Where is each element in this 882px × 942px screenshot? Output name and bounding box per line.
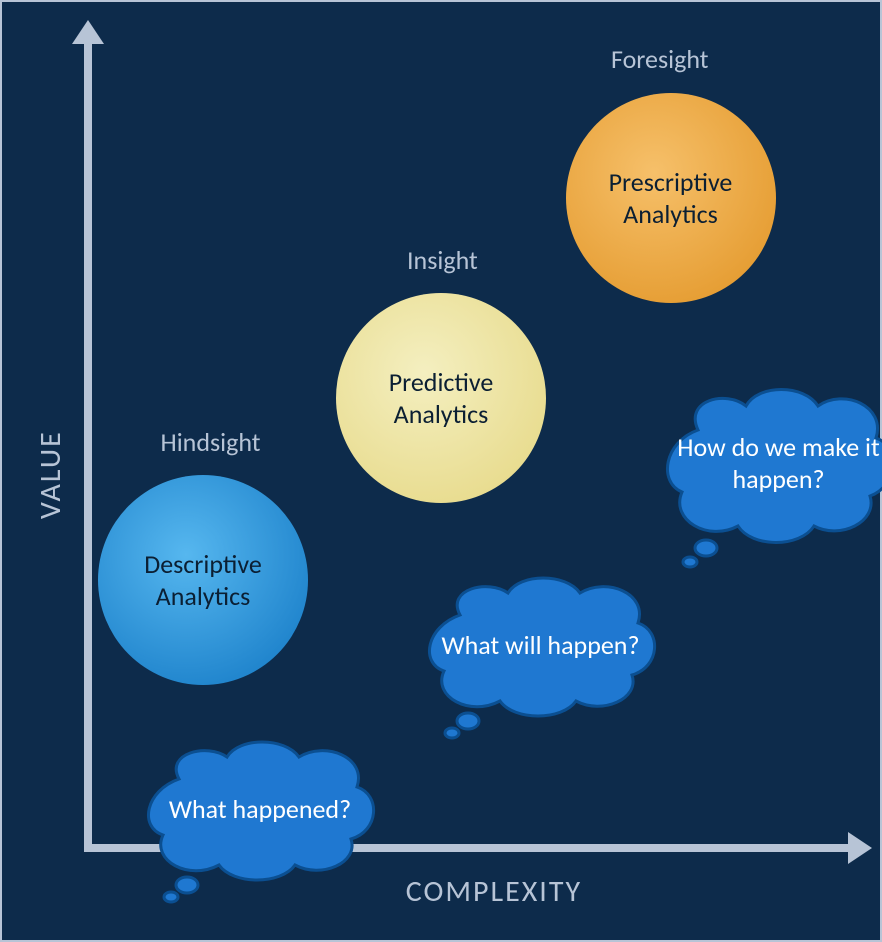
what-happened-cloud: What happened? [135,735,385,905]
what-will-happen-text: What will happen? [436,602,646,690]
how-do-we-make-it-happen-text: How do we make it happen? [674,414,882,513]
y-axis [84,38,92,852]
descriptive-analytics-label: DescriptiveAnalytics [144,548,262,613]
what-happened-text: What happened? [155,765,365,853]
how-do-we-make-it-happen-cloud: How do we make it happen? [654,380,882,570]
hindsight-label: Hindsight [161,426,261,458]
plot-area: VALUE COMPLEXITY Hindsight DescriptiveAn… [16,16,866,926]
descriptive-analytics-circle: DescriptiveAnalytics [98,475,308,685]
foresight-label: Foresight [611,43,708,75]
insight-label: Insight [407,244,478,276]
prescriptive-analytics-label: PrescriptiveAnalytics [609,166,733,231]
diagram-frame: VALUE COMPLEXITY Hindsight DescriptiveAn… [0,0,882,942]
prescriptive-analytics-circle: PrescriptiveAnalytics [566,93,776,303]
predictive-analytics-label: PredictiveAnalytics [389,366,494,431]
y-axis-arrow-icon [72,20,104,44]
x-axis-arrow-icon [848,832,872,864]
x-axis-label: COMPLEXITY [406,873,582,910]
what-will-happen-cloud: What will happen? [416,571,666,741]
y-axis-label: VALUE [32,430,69,519]
predictive-analytics-circle: PredictiveAnalytics [336,293,546,503]
